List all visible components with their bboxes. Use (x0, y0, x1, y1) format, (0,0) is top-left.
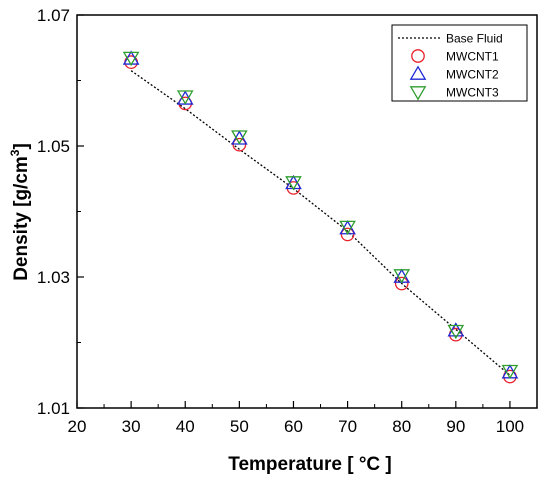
x-tick-label: 40 (176, 417, 195, 436)
legend-symbol-mwcnt2 (409, 65, 427, 80)
mwcnt3-point (339, 220, 356, 236)
y-axis-title-main: Density [g/cm (11, 156, 32, 281)
y-axis-title-sup: 3 (8, 149, 22, 156)
x-tick-label: 60 (284, 417, 303, 436)
plot-frame (76, 14, 538, 409)
mwcnt3-point (122, 51, 140, 67)
x-tick-label: 80 (392, 417, 411, 436)
x-tick-label: 70 (338, 417, 357, 436)
base-fluid-line (130, 70, 511, 376)
x-tick-label: 90 (446, 417, 465, 436)
mwcnt3-point (393, 269, 411, 284)
markers-layer (122, 50, 519, 384)
x-tick-label: 30 (122, 417, 141, 436)
legend-label: Base Fluid (446, 32, 503, 46)
y-tick-label: 1.07 (37, 6, 70, 25)
x-tick-label: 20 (68, 417, 87, 436)
mwcnt1-point (232, 137, 247, 152)
y-tick-label: 1.03 (37, 268, 70, 287)
y-axis-title: Density [g/cm3] (8, 143, 32, 281)
mwcnt3-point (285, 176, 302, 191)
mwcnt3-point (176, 90, 194, 105)
mwcnt3-point (447, 324, 465, 340)
mwcnt1-point (394, 276, 409, 291)
mwcnt3-point (231, 130, 248, 145)
x-axis-title: Temperature [ °C ] (228, 454, 392, 475)
ticks-layer: 20 30 40 50 60 70 80 90 100 1.01 1.03 1.05 1.07 (37, 6, 524, 436)
legend-label: MWCNT1 (446, 50, 499, 64)
y-tick-label: 1.05 (37, 137, 70, 156)
y-axis-title-end: ] (11, 143, 32, 149)
lines-layer (130, 70, 511, 376)
x-tick-label: 50 (230, 417, 249, 436)
x-tick-label: 100 (496, 417, 524, 436)
mwcnt3-point (501, 364, 519, 380)
legend-label: MWCNT2 (446, 68, 499, 82)
legend-label: MWCNT3 (446, 86, 499, 100)
mwcnt1-point (340, 227, 355, 242)
legend-symbol-mwcnt1 (411, 49, 425, 63)
legend: Base Fluid MWCNT1 MWCNT2 MWCNT3 (391, 24, 528, 102)
legend-symbol-mwcnt3 (409, 86, 427, 101)
y-tick-label: 1.01 (37, 399, 70, 418)
mwcnt2-point (447, 322, 465, 337)
